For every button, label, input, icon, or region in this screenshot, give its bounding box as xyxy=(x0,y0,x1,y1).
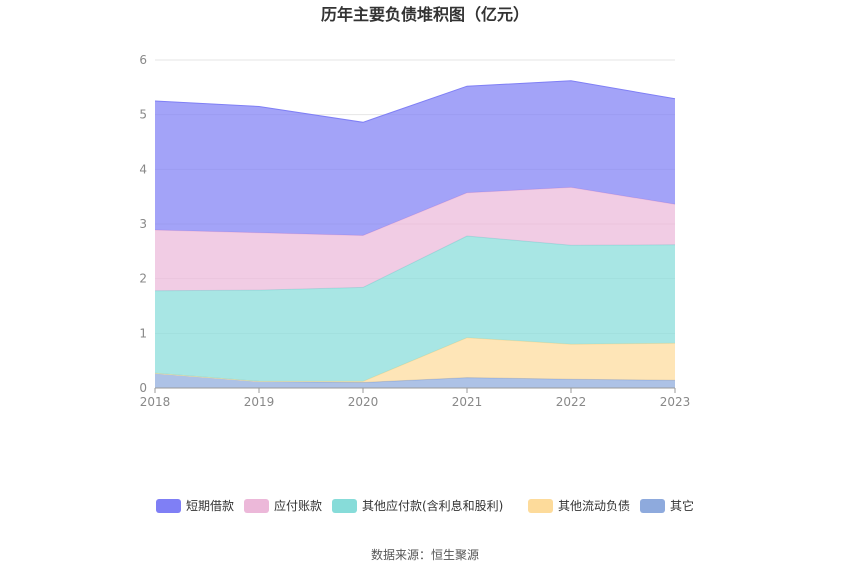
plot-areas xyxy=(154,80,676,388)
y-tick-label: 2 xyxy=(139,272,147,286)
x-tick-label: 2019 xyxy=(244,395,275,409)
legend-swatch xyxy=(332,499,357,513)
area-series xyxy=(155,373,675,388)
legend-item[interactable]: 其他流动负债 xyxy=(528,499,630,513)
y-tick-label: 1 xyxy=(139,326,147,340)
legend-label: 应付账款 xyxy=(274,498,322,513)
area-series-line xyxy=(154,80,676,123)
legend-label: 其它 xyxy=(670,498,694,513)
x-tick-label: 2018 xyxy=(140,395,171,409)
axes: 0 1 2 3 4 5 6 2018 2019 2020 2021 2022 2023 xyxy=(139,53,690,409)
x-tick-label: 2020 xyxy=(348,395,379,409)
legend[interactable]: 短期借款 应付账款 其他应付款(含利息和股利) 其他流动负债 其它 xyxy=(156,498,694,513)
legend-item[interactable]: 其他应付款(含利息和股利) xyxy=(332,498,503,513)
legend-item[interactable]: 应付账款 xyxy=(244,498,322,513)
legend-label: 其他流动负债 xyxy=(558,499,630,513)
legend-item[interactable]: 短期借款 xyxy=(156,499,234,513)
legend-swatch xyxy=(156,499,181,513)
area-series xyxy=(155,80,675,236)
y-tick-label: 6 xyxy=(139,53,147,67)
data-source-note: 数据来源：恒生聚源 xyxy=(371,547,479,562)
y-tick-label: 3 xyxy=(139,217,147,231)
y-tick-label: 5 xyxy=(139,108,147,122)
x-tick-label: 2021 xyxy=(452,395,483,409)
area-series xyxy=(155,187,675,291)
x-tick-label: 2023 xyxy=(660,395,691,409)
area-series xyxy=(155,236,675,382)
legend-swatch xyxy=(244,499,269,513)
legend-swatch xyxy=(528,499,553,513)
legend-label: 短期借款 xyxy=(186,499,234,513)
area-series xyxy=(155,337,675,383)
y-tick-label: 0 xyxy=(139,381,147,395)
x-tick-label: 2022 xyxy=(556,395,587,409)
legend-swatch xyxy=(640,499,665,513)
legend-label: 其他应付款(含利息和股利) xyxy=(362,498,503,513)
chart-title: 历年主要负债堆积图（亿元） xyxy=(321,5,529,24)
y-tick-label: 4 xyxy=(139,162,147,176)
legend-item[interactable]: 其它 xyxy=(640,498,694,513)
